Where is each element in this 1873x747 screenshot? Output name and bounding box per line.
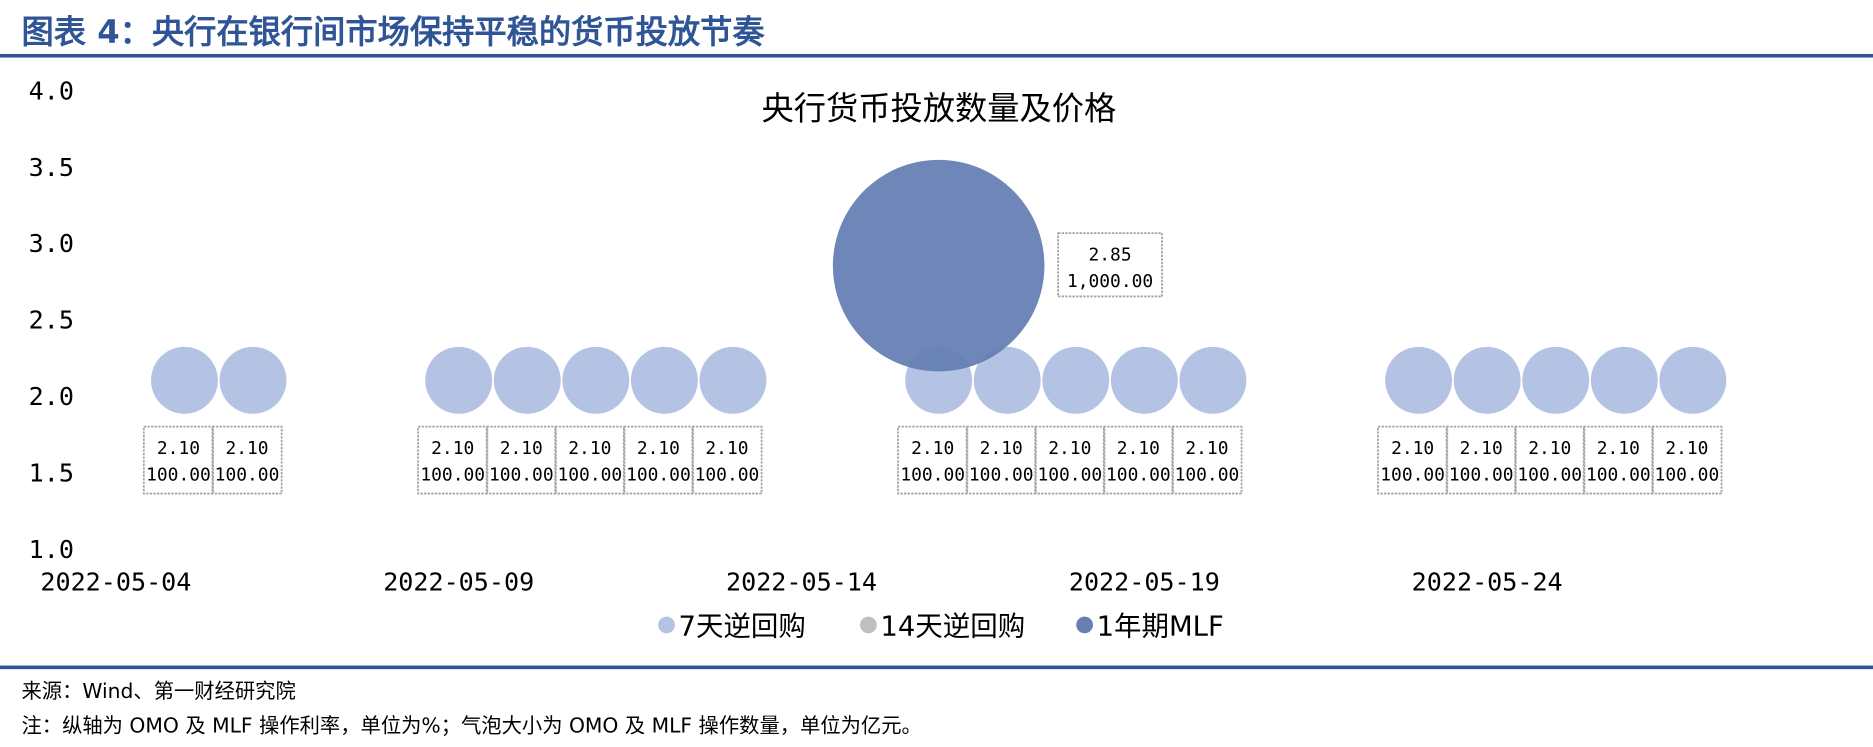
bubble-omo7-2022-05-20[interactable] <box>1179 346 1247 414</box>
y-tick-label: 4.0 <box>29 76 74 105</box>
bubble-omo7-2022-05-27[interactable] <box>1659 346 1727 414</box>
data-label-rate: 2.10 <box>1665 438 1708 459</box>
legend-marker-icon <box>658 616 675 634</box>
data-label-amount: 100.00 <box>1106 464 1171 485</box>
data-label-rate: 2.10 <box>1460 438 1503 459</box>
bubble-omo7-2022-05-23[interactable] <box>1385 346 1453 414</box>
y-axis: 1.0 1.5 2.0 2.5 3.0 3.5 4.0 <box>29 76 74 564</box>
data-label-rate: 2.10 <box>1185 438 1228 459</box>
data-label-rate: 2.85 <box>1089 245 1132 266</box>
data-label-amount: 100.00 <box>695 464 760 485</box>
figure-title: 图表 4：央行在银行间市场保持平稳的货币投放节奏 <box>22 13 766 51</box>
bubble-mlf-2022-05-16[interactable] <box>832 159 1045 372</box>
source-note: 来源：Wind、第一财经研究院 <box>22 679 296 703</box>
legend: 7天逆回购 14天逆回购 1年期MLF <box>658 612 1224 643</box>
x-axis: 2022-05-04 2022-05-09 2022-05-14 2022-05-19… <box>40 567 1562 596</box>
bubble-omo7-2022-05-24[interactable] <box>1453 346 1521 414</box>
data-label-rate: 2.10 <box>1597 438 1640 459</box>
data-label-rate: 2.10 <box>637 438 680 459</box>
bubble-omo7-2022-05-17[interactable] <box>973 346 1041 414</box>
legend-label[interactable]: 1年期MLF <box>1097 612 1224 643</box>
bubble-omo7-2022-05-26[interactable] <box>1590 346 1658 414</box>
data-label-rate: 2.10 <box>980 438 1023 459</box>
data-label-amount: 100.00 <box>1517 464 1582 485</box>
data-label-rate: 2.10 <box>500 438 543 459</box>
data-label-rate: 2.10 <box>157 438 200 459</box>
y-tick-label: 3.0 <box>29 229 74 258</box>
y-tick-label: 2.0 <box>29 382 74 411</box>
footnote: 注：纵轴为 OMO 及 MLF 操作利率，单位为%；气泡大小为 OMO 及 ML… <box>22 713 922 737</box>
data-label-amount: 100.00 <box>969 464 1034 485</box>
data-label-amount: 100.00 <box>626 464 691 485</box>
data-label-rate: 2.10 <box>705 438 748 459</box>
data-label-box <box>691 425 763 495</box>
data-label-amount: 100.00 <box>1037 464 1102 485</box>
chart-title: 央行货币投放数量及价格 <box>762 90 1117 128</box>
data-label-amount: 100.00 <box>1586 464 1651 485</box>
data-label-rate: 2.10 <box>1117 438 1160 459</box>
legend-label[interactable]: 14天逆回购 <box>880 612 1025 643</box>
title-rule <box>0 53 1873 58</box>
data-label-box <box>1651 425 1723 495</box>
data-label-rate: 2.10 <box>568 438 611 459</box>
bubble-omo7-2022-05-12[interactable] <box>630 346 698 414</box>
x-tick-label: 2022-05-04 <box>40 567 191 596</box>
bubble-omo7-2022-05-10[interactable] <box>493 346 561 414</box>
x-tick-label: 2022-05-09 <box>383 567 534 596</box>
bubbles <box>150 159 1727 414</box>
bubble-omo7-2022-05-05[interactable] <box>150 346 218 414</box>
data-label-rate: 2.10 <box>431 438 474 459</box>
legend-label[interactable]: 7天逆回购 <box>678 612 805 643</box>
x-tick-label: 2022-05-14 <box>726 567 877 596</box>
bubble-omo7-2022-05-18[interactable] <box>1042 346 1110 414</box>
data-label-rate: 2.10 <box>1391 438 1434 459</box>
data-label-amount: 100.00 <box>146 464 211 485</box>
data-label-amount: 100.00 <box>420 464 485 485</box>
data-label-amount: 100.00 <box>215 464 280 485</box>
data-label-amount: 100.00 <box>489 464 554 485</box>
data-label-amount: 100.00 <box>1380 464 1445 485</box>
bubble-omo7-2022-05-11[interactable] <box>562 346 630 414</box>
data-label-amount: 100.00 <box>1175 464 1240 485</box>
data-label-amount: 100.00 <box>558 464 623 485</box>
x-tick-label: 2022-05-19 <box>1069 567 1220 596</box>
data-label-rate: 2.10 <box>225 438 268 459</box>
data-labels: 2.10 100.00 2.10 100.00 2.10 100.00 2.10 100.00… <box>142 232 1723 495</box>
data-label-amount: 100.00 <box>1655 464 1720 485</box>
y-tick-label: 1.5 <box>29 459 74 488</box>
legend-marker-icon <box>1076 616 1093 634</box>
data-label-amount: 1,000.00 <box>1067 271 1153 292</box>
y-tick-label: 3.5 <box>29 153 74 182</box>
data-label-box <box>1057 232 1163 298</box>
data-label-rate: 2.10 <box>1528 438 1571 459</box>
data-label-amount: 100.00 <box>1449 464 1514 485</box>
x-tick-label: 2022-05-24 <box>1412 567 1563 596</box>
bubble-omo7-2022-05-25[interactable] <box>1522 346 1590 414</box>
data-label-rate: 2.10 <box>911 438 954 459</box>
bubble-omo7-2022-05-13[interactable] <box>699 346 767 414</box>
data-label-amount: 100.00 <box>900 464 965 485</box>
footer-rule <box>0 665 1873 670</box>
y-tick-label: 1.0 <box>29 535 74 564</box>
data-label-rate: 2.10 <box>1048 438 1091 459</box>
bubble-omo7-2022-05-19[interactable] <box>1110 346 1178 414</box>
bubble-omo7-2022-05-06[interactable] <box>219 346 287 414</box>
legend-marker-icon <box>860 616 877 634</box>
data-label-box <box>211 425 283 495</box>
y-tick-label: 2.5 <box>29 306 74 335</box>
bubble-omo7-2022-05-09[interactable] <box>425 346 493 414</box>
